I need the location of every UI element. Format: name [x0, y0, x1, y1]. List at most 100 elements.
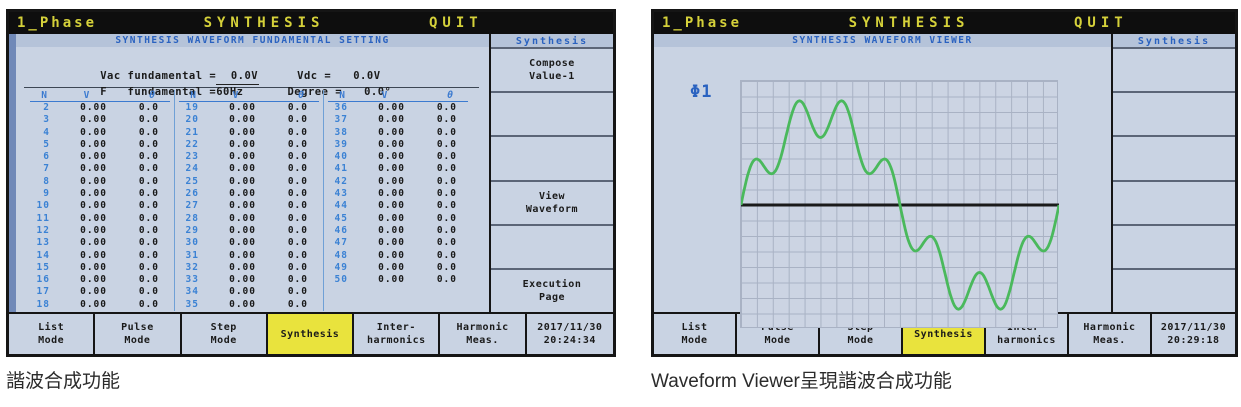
harmonic-v: 0.00 — [378, 138, 405, 150]
softkey-view-waveform[interactable]: View Waveform — [491, 182, 613, 226]
harmonic-n: 37 — [334, 114, 348, 126]
harmonic-v: 0.00 — [229, 126, 256, 138]
harmonic-n: 10 — [36, 200, 50, 212]
harmonic-v: 0.00 — [80, 200, 107, 212]
degree-value[interactable]: 0.0° — [364, 86, 392, 98]
harmonic-n: 21 — [185, 126, 199, 138]
screen-mode-title: SYNTHESIS — [848, 15, 970, 31]
harmonic-n: 44 — [334, 200, 348, 212]
softkey-empty — [1113, 137, 1235, 182]
caption-left: 諧波合成功能 — [6, 371, 121, 392]
harmonic-v: 0.00 — [80, 237, 107, 249]
harmonic-theta: 0.0 — [287, 151, 308, 163]
harmonic-v: 0.00 — [80, 163, 107, 175]
harmonic-n: 35 — [185, 298, 199, 310]
harmonic-n: 46 — [334, 224, 348, 236]
harmonic-n: 26 — [185, 188, 199, 200]
harmonic-v: 0.00 — [378, 102, 405, 113]
harmonic-n: 20 — [185, 114, 199, 126]
tab-listmode[interactable]: List Mode — [654, 314, 737, 354]
clock: 2017/11/30 20:24:34 — [537, 322, 603, 346]
phase-indicator[interactable]: 1_Phase — [662, 15, 743, 31]
harmonic-theta: 0.0 — [138, 138, 159, 150]
vdc-value[interactable]: 0.0V — [353, 70, 381, 82]
column-header-n: N — [179, 90, 203, 102]
softkey-empty — [1113, 226, 1235, 270]
frequency-value[interactable]: 60Hz — [216, 86, 244, 98]
tab-inter-harmonics[interactable]: Inter-harmonics — [354, 314, 441, 354]
phase-indicator[interactable]: 1_Phase — [17, 15, 98, 31]
harmonic-theta: 0.0 — [436, 261, 457, 273]
phase1-waveform-label: Φ1 — [690, 82, 713, 102]
harmonic-n: 49 — [334, 261, 348, 273]
quit-button[interactable]: QUIT — [1074, 15, 1128, 31]
settings-divider — [24, 87, 479, 88]
harmonic-theta: 0.0 — [436, 188, 457, 200]
harmonic-n: 12 — [36, 224, 50, 236]
softkey-compose-value-1[interactable]: Compose Value-1 — [491, 49, 613, 94]
harmonic-theta: 0.0 — [287, 163, 308, 175]
harmonic-n: 5 — [43, 138, 50, 150]
harmonic-n: 28 — [185, 212, 199, 224]
harmonic-n: 48 — [334, 249, 348, 261]
harmonic-v: 0.00 — [80, 151, 107, 163]
harmonic-n: 25 — [185, 175, 199, 187]
harmonic-v: 0.00 — [378, 114, 405, 126]
softkey-empty — [491, 226, 613, 270]
harmonic-v: 0.00 — [378, 224, 405, 236]
harmonic-theta: 0.0 — [287, 237, 308, 249]
harmonic-n: 22 — [185, 138, 199, 150]
tab-harmonicmeas-[interactable]: Harmonic Meas. — [440, 314, 527, 354]
harmonic-n: 41 — [334, 163, 348, 175]
harmonic-v: 0.00 — [229, 274, 256, 286]
harmonic-theta: 0.0 — [138, 286, 159, 298]
harmonic-n: 17 — [36, 286, 50, 298]
harmonic-v: 0.00 — [80, 114, 107, 126]
tab-listmode[interactable]: List Mode — [9, 314, 96, 354]
harmonic-theta: 0.0 — [138, 126, 159, 138]
harmonic-theta: 0.0 — [138, 151, 159, 163]
vac-fundamental-field[interactable]: 0.0V — [216, 68, 260, 85]
harmonic-n: 40 — [334, 151, 348, 163]
harmonic-n: 24 — [185, 163, 199, 175]
caption-right: Waveform Viewer呈現諧波合成功能 — [651, 371, 952, 392]
harmonic-v: 0.00 — [229, 151, 256, 163]
harmonic-n: 31 — [185, 249, 199, 261]
column-header-theta: θ — [269, 90, 319, 102]
harmonic-theta: 0.0 — [138, 163, 159, 175]
softkey-sidebar: Synthesis Compose Value-1 View Waveform Exec… — [489, 34, 613, 312]
tab-synthesis[interactable]: Synthesis — [267, 314, 355, 354]
harmonic-theta: 0.0 — [436, 200, 457, 212]
harmonic-n: 47 — [334, 237, 348, 249]
softkey-empty — [1113, 270, 1235, 312]
harmonic-v: 0.00 — [80, 212, 107, 224]
harmonic-theta: 0.0 — [287, 261, 308, 273]
harmonic-n: 9 — [43, 188, 50, 200]
harmonic-v: 0.00 — [80, 138, 107, 150]
tab-harmonicmeas-[interactable]: Harmonic Meas. — [1069, 314, 1152, 354]
harmonic-theta: 0.0 — [138, 212, 159, 224]
harmonic-v: 0.00 — [229, 188, 256, 200]
harmonic-n: 6 — [43, 151, 50, 163]
harmonic-n: 32 — [185, 261, 199, 273]
harmonic-theta: 0.0 — [287, 298, 308, 310]
column-header-v: V — [203, 90, 269, 102]
harmonic-v: 0.00 — [378, 163, 405, 175]
quit-button[interactable]: QUIT — [429, 15, 483, 31]
title-bar: 1_Phase SYNTHESIS QUIT — [9, 12, 613, 34]
harmonic-theta: 0.0 — [287, 175, 308, 187]
harmonic-theta: 0.0 — [436, 163, 457, 175]
vdc-label: Vdc = — [297, 70, 332, 82]
harmonic-theta: 0.0 — [436, 237, 457, 249]
harmonic-theta: 0.0 — [138, 298, 159, 310]
softkey-execution-page[interactable]: Execution Page — [522, 278, 582, 303]
softkey-empty — [1113, 93, 1235, 138]
column-header-v: V — [54, 90, 120, 102]
softkey-sidebar: Synthesis — [1111, 34, 1235, 312]
harmonic-n: 39 — [334, 138, 348, 150]
